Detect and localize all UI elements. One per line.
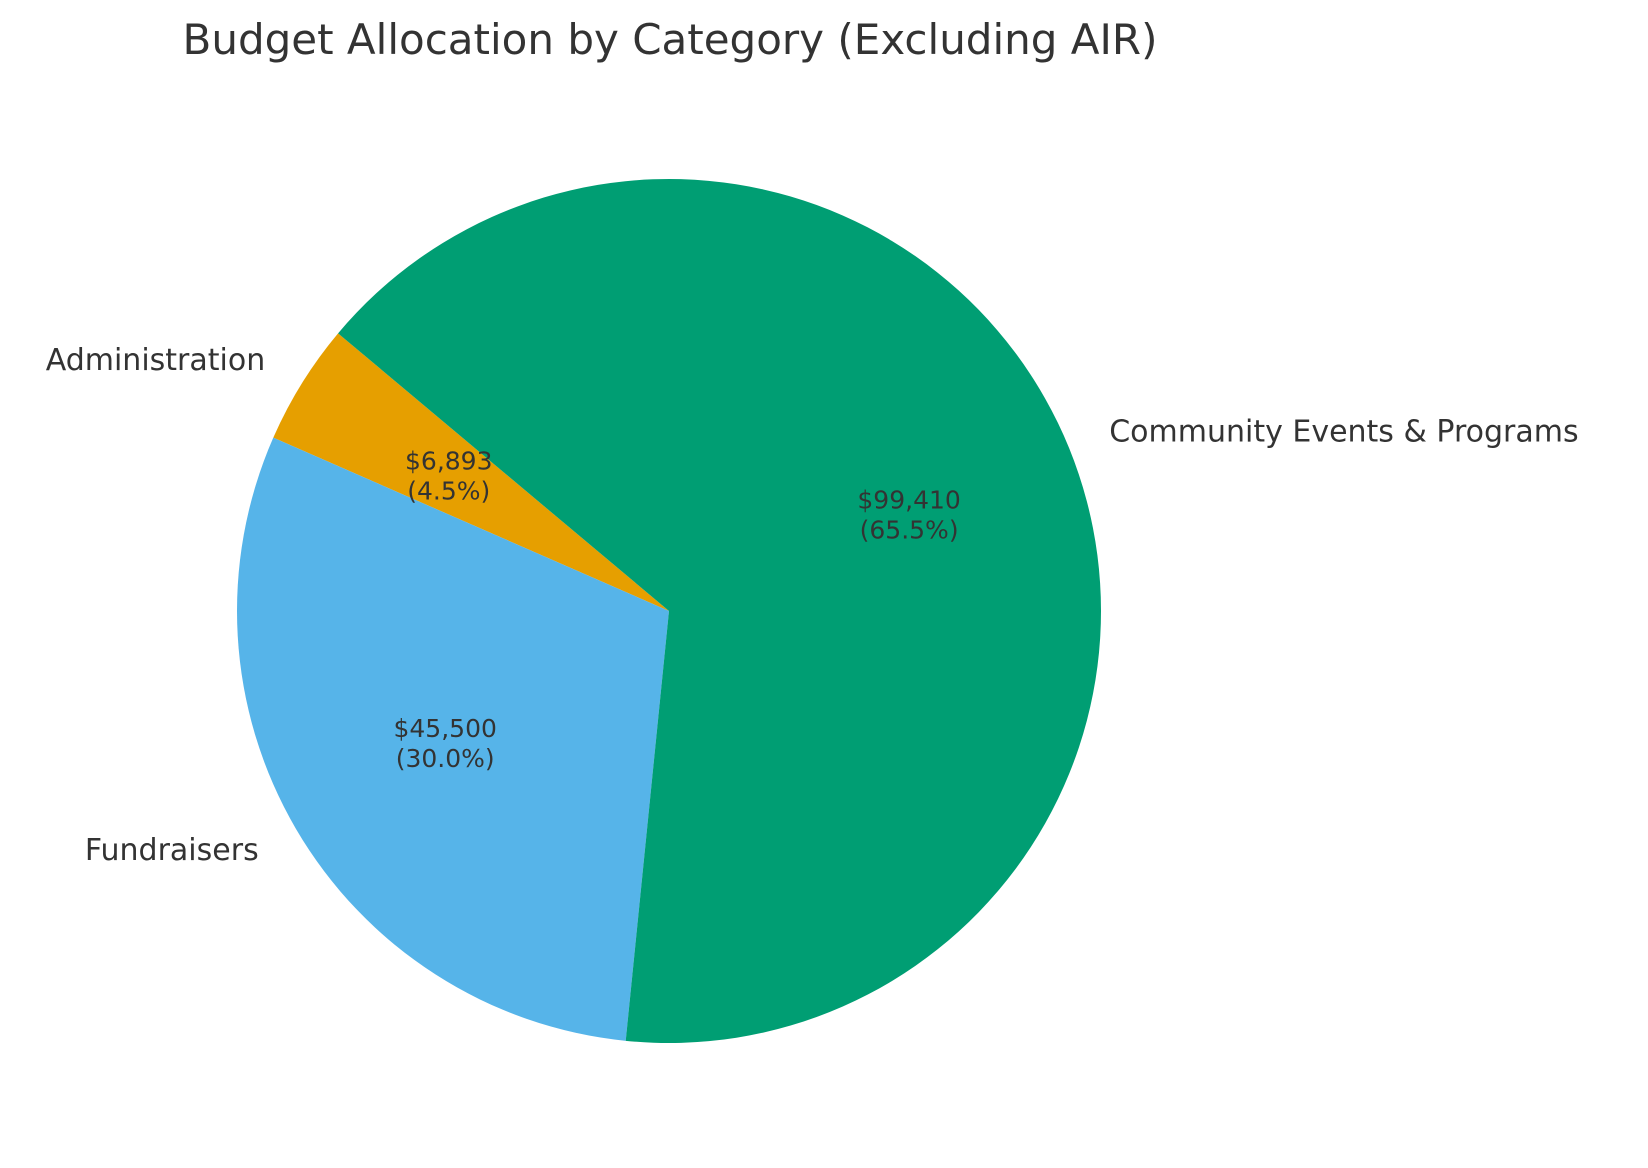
pie-slice-administration [273,333,669,611]
slice-amount: $45,500 [394,714,497,743]
pie-slice-fundraisers [237,437,669,1041]
slice-percent: (65.5%) [860,515,959,544]
slice-amount: $6,893 [405,446,492,475]
slice-value-label-fundraisers: $45,500 (30.0%) [394,714,497,773]
pie-slices [237,179,1101,1043]
slice-label-fundraisers: Fundraisers [85,833,259,868]
slice-percent: (4.5%) [407,476,490,505]
pie-labels: Administration $6,893 (4.5%) Fundraisers $45… [46,343,1579,868]
chart-title: Budget Allocation by Category (Excluding… [183,15,1158,64]
slice-value-label-administration: $6,893 (4.5%) [405,446,492,505]
slice-amount: $99,410 [857,485,960,514]
slice-label-administration: Administration [46,343,266,378]
slice-label-community-events-programs: Community Events & Programs [1109,415,1578,450]
pie-slice-community-events-programs [338,179,1101,1043]
slice-value-label-community-events-programs: $99,410 (65.5%) [857,485,960,544]
slice-percent: (30.0%) [396,744,495,773]
